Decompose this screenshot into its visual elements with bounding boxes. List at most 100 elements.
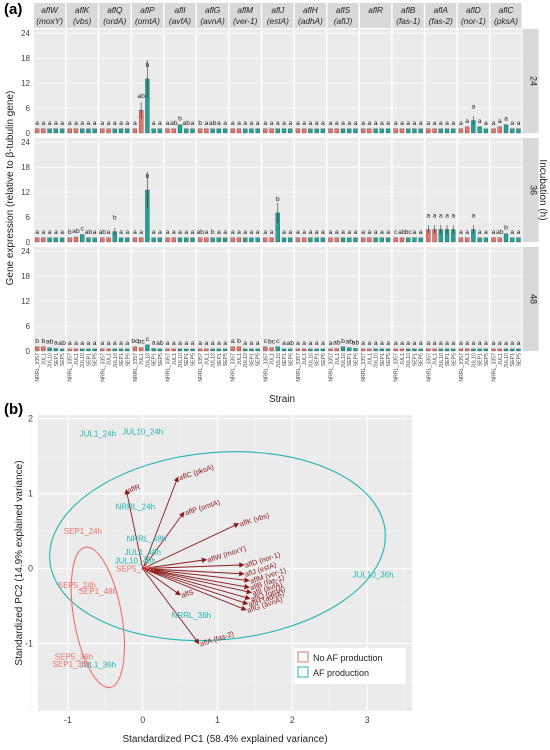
- bar: [483, 237, 489, 243]
- bar: [59, 348, 65, 352]
- significance-letter: a: [510, 120, 514, 127]
- gene-strip-name: aflG: [205, 5, 221, 15]
- panel-a: (a) Gene expression (relative to β-tubuli…: [4, 1, 548, 405]
- bar: [360, 348, 366, 352]
- bar: [112, 348, 117, 352]
- x-tick-label: JUL1: [237, 353, 243, 365]
- significance-letter: a: [217, 340, 221, 347]
- x-tick-label: JUL1: [465, 353, 471, 365]
- bar: [165, 128, 170, 134]
- significance-letter: a: [54, 229, 58, 236]
- bar: [432, 348, 437, 352]
- bar: [269, 128, 274, 134]
- facet-panel: [392, 138, 424, 242]
- significance-letter: a: [394, 340, 398, 347]
- bar: [385, 128, 391, 134]
- bar: [393, 128, 398, 134]
- facet-panel: [490, 247, 522, 351]
- x-tick-label: SEP1: [510, 353, 516, 366]
- significance-letter: a: [93, 229, 97, 236]
- bar: [347, 128, 352, 134]
- y-tick-label: 24: [21, 138, 30, 147]
- gene-strip-name: aflW: [41, 5, 59, 15]
- significance-letter: a: [158, 120, 162, 127]
- significance-letter: ab: [286, 340, 294, 347]
- y-tick-label: 18: [21, 272, 30, 281]
- x-tick-label: SEP5: [60, 353, 66, 366]
- y-tick-label: 24: [21, 29, 30, 38]
- bar: [360, 237, 366, 243]
- x-tick-label: JUL10: [439, 353, 445, 368]
- x-tick-label: SEP5: [256, 353, 262, 366]
- panel-a-label: (a): [4, 1, 22, 18]
- x-tick-label: JUL1: [74, 353, 80, 365]
- x-tick-label: SEP1: [315, 353, 321, 366]
- significance-letter: a: [315, 229, 319, 236]
- loading-label: aflR: [126, 482, 141, 495]
- bar: [263, 346, 268, 352]
- significance-letter: a: [158, 229, 162, 236]
- bar: [236, 237, 242, 243]
- significance-letter: a: [41, 229, 45, 236]
- y-axis-title: Standardized PC2 (14.9% explained varian…: [14, 460, 25, 665]
- facet-panel: [34, 29, 66, 133]
- significance-letter: a: [329, 120, 333, 127]
- bar: [190, 128, 195, 134]
- x-tick-label: SEP5: [158, 353, 164, 366]
- bar: [59, 128, 65, 134]
- significance-letter: a: [419, 120, 423, 127]
- bar: [255, 348, 260, 352]
- sample-label: JUL10_24h: [122, 427, 163, 436]
- significance-letter: a: [178, 340, 182, 347]
- bar: [379, 348, 384, 352]
- significance-letter: b: [178, 116, 182, 123]
- significance-letter: a: [166, 340, 170, 347]
- significance-letter: ab: [352, 340, 360, 347]
- y-tick-label: 12: [21, 297, 30, 306]
- significance-letter: a: [445, 120, 449, 127]
- sample-label: JUL1_36h: [80, 661, 116, 670]
- gene-strip: [392, 3, 424, 28]
- significance-letter: a: [433, 340, 437, 347]
- significance-letter: a: [217, 120, 221, 127]
- sample-label: SEP5_48h: [116, 565, 154, 574]
- significance-letter: a: [510, 229, 514, 236]
- significance-letter: a: [426, 120, 430, 127]
- significance-letter: a: [256, 229, 260, 236]
- x-tick-label: NRRL_3357: [231, 353, 237, 382]
- significance-letter: c: [264, 338, 268, 345]
- bar: [412, 237, 417, 243]
- significance-letter: a: [517, 120, 521, 127]
- facet-panel: [99, 29, 131, 133]
- significance-letter: a: [413, 340, 417, 347]
- significance-letter: a: [451, 340, 455, 347]
- significance-letter: a: [204, 229, 208, 236]
- significance-letter: a: [184, 229, 188, 236]
- x-tick-label: 3: [365, 715, 370, 725]
- bar: [216, 348, 221, 352]
- bar: [171, 128, 176, 134]
- bar: [86, 348, 91, 352]
- significance-letter: a: [451, 213, 455, 220]
- x-tick-label: JUL1: [367, 353, 373, 365]
- significance-letter: a: [35, 229, 39, 236]
- bar: [171, 348, 176, 352]
- bar: [451, 128, 456, 134]
- bar: [373, 237, 378, 243]
- gene-strip: [425, 3, 457, 28]
- gene-strip: [197, 3, 229, 28]
- bar: [67, 237, 72, 243]
- bar: [100, 128, 105, 134]
- bar: [47, 237, 52, 243]
- bar: [269, 237, 274, 243]
- bar: [426, 348, 431, 352]
- significance-letter: a: [172, 229, 176, 236]
- significance-letter: bc: [138, 339, 146, 346]
- x-tick-label: 2: [290, 715, 295, 725]
- x-axis-title: Strain: [269, 394, 295, 405]
- y-tick-label: 18: [21, 54, 30, 63]
- significance-letter: a: [419, 340, 423, 347]
- facet-panel: [392, 247, 424, 351]
- x-tick-label: JUL10: [504, 353, 510, 368]
- gene-strip: [457, 3, 489, 28]
